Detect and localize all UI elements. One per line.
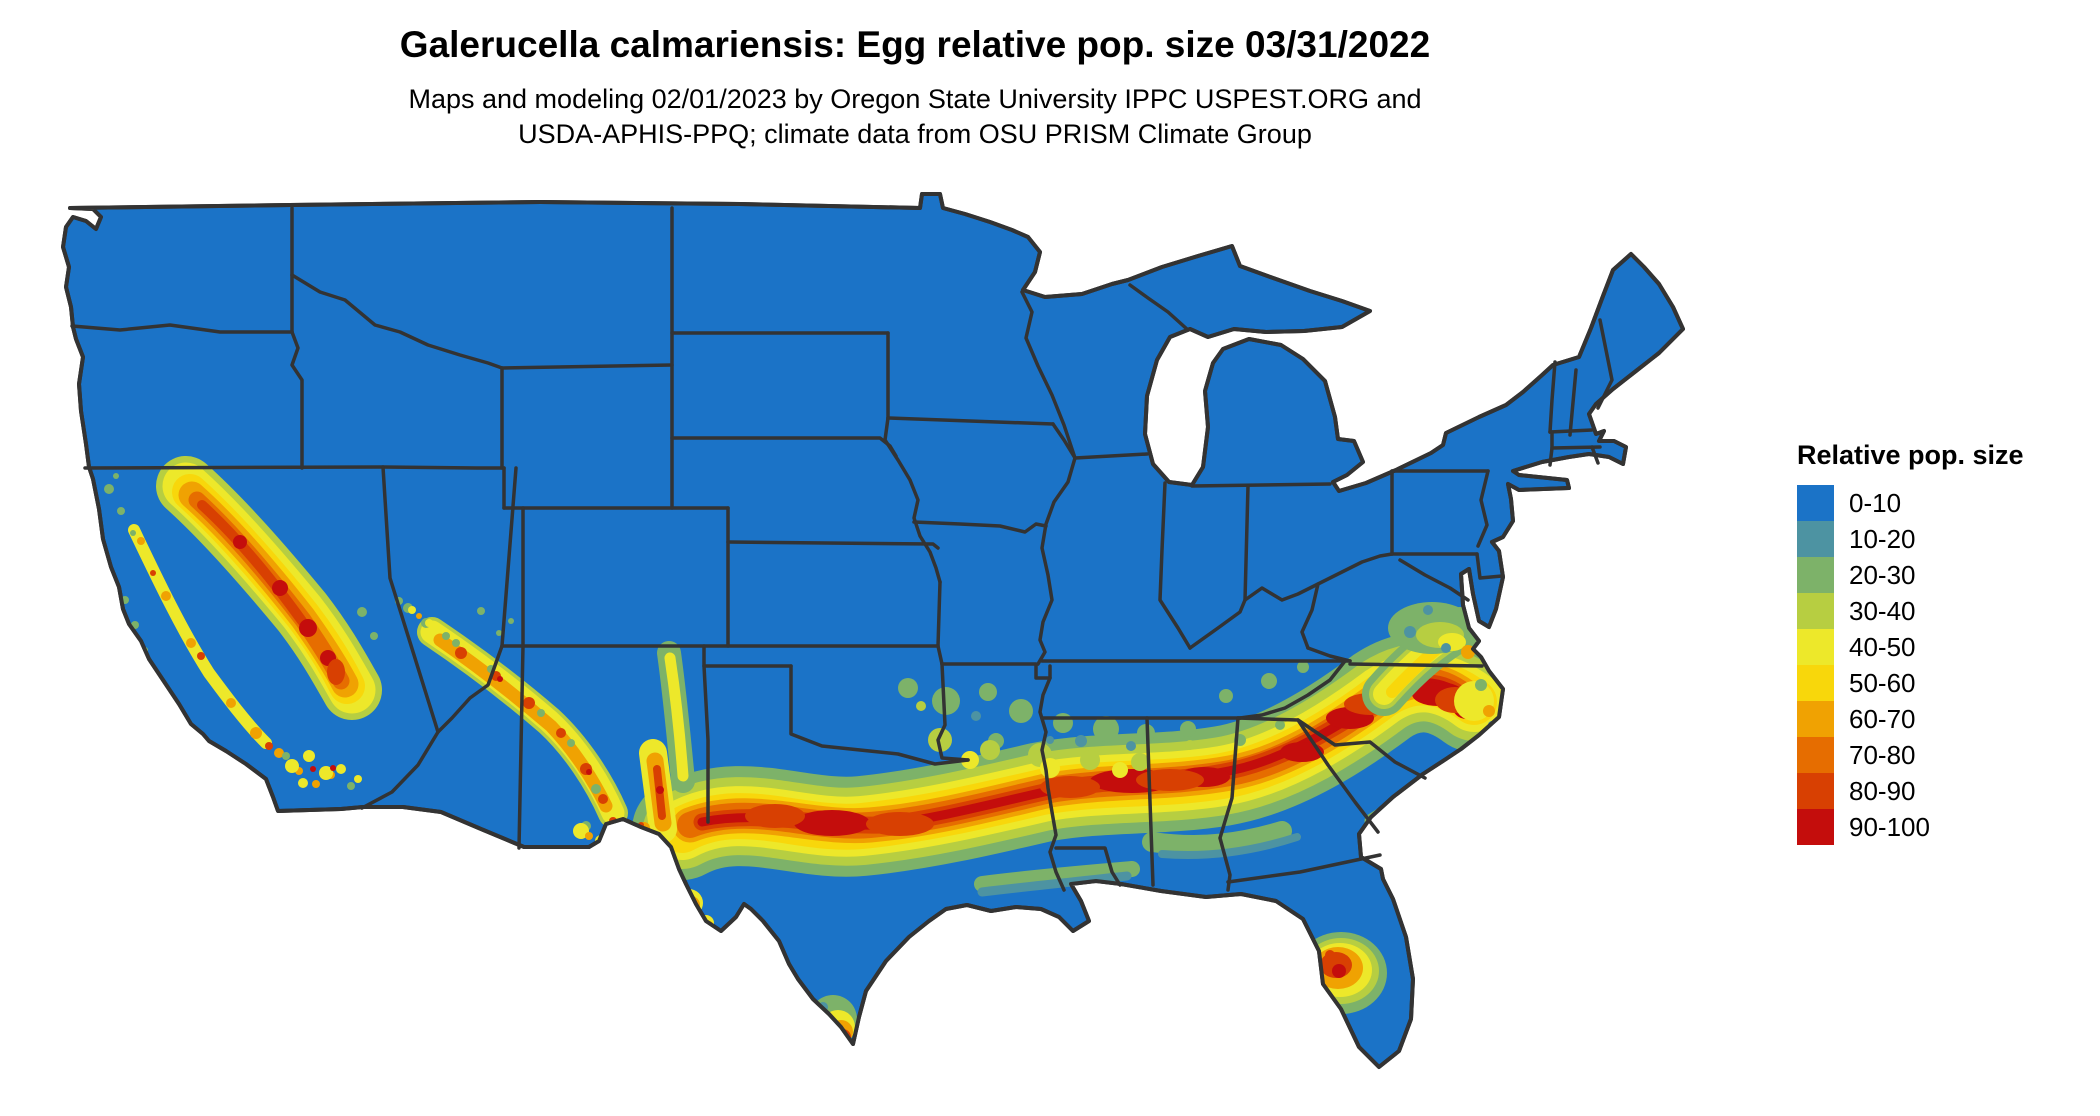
legend-swatch [1797,773,1834,809]
legend-item: 90-100 [1797,809,2097,845]
legend-swatch [1797,485,1834,521]
legend-item: 80-90 [1797,773,2097,809]
legend-item: 0-10 [1797,485,2097,521]
legend-label: 10-20 [1849,523,1916,554]
legend: Relative pop. size 0-10 10-20 20-30 30-40 40… [1797,440,2097,845]
legend-label: 20-30 [1849,559,1916,590]
map-subtitle-line2: USDA-APHIS-PPQ; climate data from OSU PR… [518,119,1312,149]
legend-label: 40-50 [1849,631,1916,662]
legend-swatch [1797,521,1834,557]
legend-swatch [1797,701,1834,737]
legend-label: 30-40 [1849,595,1916,626]
legend-swatch [1797,557,1834,593]
legend-label: 60-70 [1849,703,1916,734]
legend-item: 10-20 [1797,521,2097,557]
legend-item: 40-50 [1797,629,2097,665]
legend-swatch [1797,593,1834,629]
map-subtitle-line1: Maps and modeling 02/01/2023 by Oregon S… [408,84,1422,114]
map-subtitle: Maps and modeling 02/01/2023 by Oregon S… [0,66,1830,152]
legend-label: 50-60 [1849,667,1916,698]
state-borders [70,206,1614,892]
legend-item: 30-40 [1797,593,2097,629]
legend-label: 80-90 [1849,775,1916,806]
us-map [40,180,1740,1100]
legend-item: 70-80 [1797,737,2097,773]
legend-items: 0-10 10-20 20-30 30-40 40-50 50-60 60-70 70-80 8… [1797,485,2097,845]
legend-swatch [1797,809,1834,845]
legend-swatch [1797,737,1834,773]
legend-label: 0-10 [1849,487,1902,518]
legend-item: 50-60 [1797,665,2097,701]
legend-label: 90-100 [1849,811,1930,842]
legend-title: Relative pop. size [1797,440,2024,470]
us-map-svg [61,192,1685,1069]
legend-label: 70-80 [1849,739,1916,770]
legend-item: 60-70 [1797,701,2097,737]
header: Galerucella calmariensis: Egg relative p… [0,0,1830,152]
map-title: Galerucella calmariensis: Egg relative p… [399,24,1431,65]
population-raster-overlay [104,456,1524,1045]
legend-swatch [1797,665,1834,701]
legend-item: 20-30 [1797,557,2097,593]
legend-swatch [1797,629,1834,665]
